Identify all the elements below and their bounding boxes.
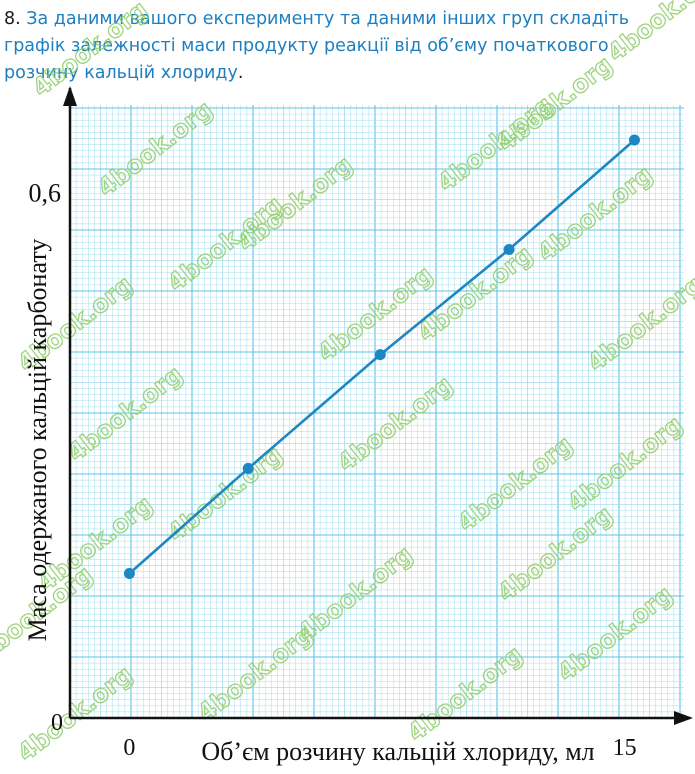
watermark-text: 4book.org [92,95,218,202]
data-point [242,462,254,474]
y-axis-label: Маса одержаного кальцій карбонату [23,239,52,642]
watermark-text: 4book.org [332,370,458,477]
watermark-text: 4book.org [582,270,695,377]
origin-label: 0 [51,710,63,736]
y-axis-arrow [63,86,77,106]
watermark-text: 4book.org [162,440,288,547]
data-point [503,243,515,255]
watermark-text: 4book.org [412,240,538,347]
x-tick-label: 15 [613,735,637,761]
x-tick-label: 0 [123,735,135,761]
y-tick-label: 0,6 [29,179,62,208]
watermark-text: 4book.org [292,540,418,647]
watermark-text: 4book.org [602,0,695,67]
data-point [123,568,135,580]
watermark-text: 4book.org [162,190,288,297]
labels: Маса одержаного кальцій карбонату Об’єм … [23,179,637,766]
task-text: 8. За даними вашого експерименту та дани… [4,6,684,87]
task-end: . [237,63,244,83]
graph-paper-grid [69,105,684,719]
x-axis-arrow [674,711,693,725]
watermark-text: 4book.org [192,620,318,727]
watermark-text: 4book.org [492,50,618,157]
watermark-text: 4book.org [27,0,153,102]
task-body: За даними вашого експерименту та даними … [4,9,630,83]
axes [63,86,693,725]
data-point [374,349,386,361]
data-point [628,134,640,146]
task-number: 8. [4,9,21,29]
series [123,134,640,580]
x-axis-label: Об’єм розчину кальцій хлориду, мл [201,737,594,766]
watermark-text: 4book.org [492,500,618,607]
